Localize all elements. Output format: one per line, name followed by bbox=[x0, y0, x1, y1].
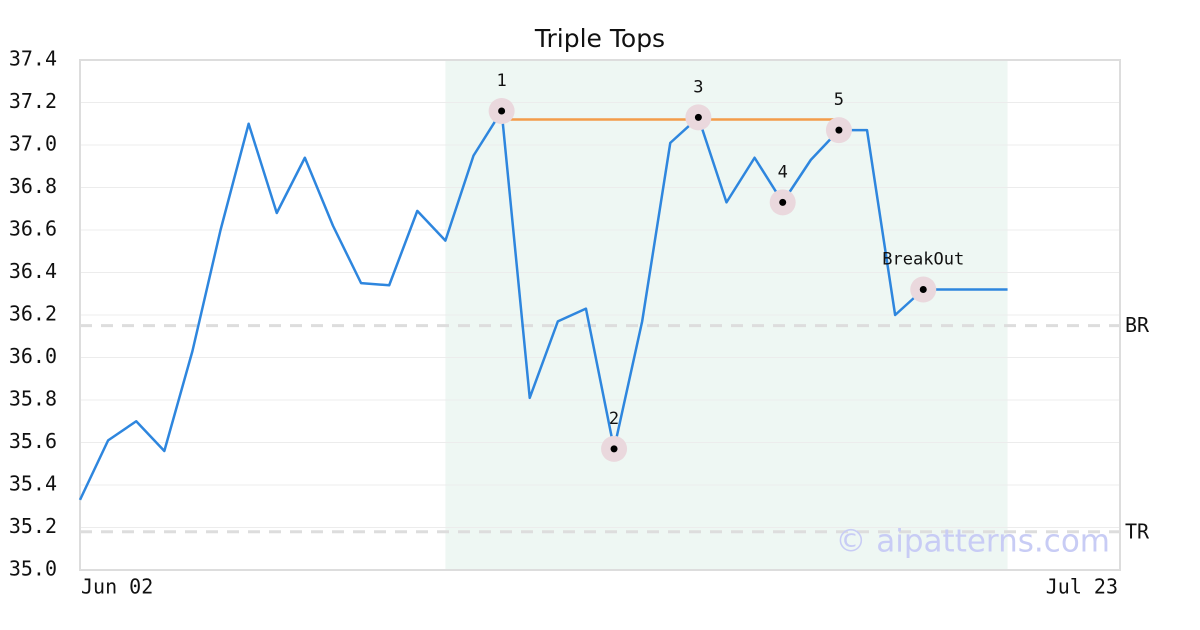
chart-title: Triple Tops bbox=[534, 24, 665, 53]
pattern-point bbox=[498, 107, 506, 115]
y-tick-label: 37.2 bbox=[9, 89, 57, 113]
x-tick-label: Jul 23 bbox=[1046, 575, 1118, 599]
pattern-point bbox=[919, 286, 927, 293]
y-tick-label: 35.6 bbox=[9, 429, 57, 453]
y-tick-label: 36.8 bbox=[9, 174, 57, 198]
reference-label: TR bbox=[1125, 519, 1150, 543]
pattern-point bbox=[610, 445, 618, 453]
pattern-point-label: BreakOut bbox=[882, 250, 964, 270]
pattern-point bbox=[779, 198, 787, 206]
y-tick-label: 36.2 bbox=[9, 302, 57, 326]
plot-frame bbox=[79, 59, 1121, 571]
pattern-point-label: 3 bbox=[693, 77, 703, 97]
pattern-point-label: 5 bbox=[834, 90, 844, 110]
y-tick-label: 35.4 bbox=[9, 472, 57, 496]
y-tick-label: 35.0 bbox=[9, 557, 57, 581]
pattern-point-label: 2 bbox=[609, 409, 619, 429]
x-tick-label: Jun 02 bbox=[81, 575, 153, 599]
pattern-point-label: 4 bbox=[778, 162, 788, 182]
price-line bbox=[78, 109, 1008, 501]
y-tick-label: 37.4 bbox=[9, 47, 57, 71]
reference-label: BR bbox=[1125, 313, 1150, 337]
y-tick-label: 36.4 bbox=[9, 259, 57, 283]
y-tick-label: 35.2 bbox=[9, 514, 57, 538]
y-tick-label: 36.0 bbox=[9, 344, 57, 368]
pattern-point-label: 1 bbox=[496, 71, 506, 91]
y-tick-label: 36.6 bbox=[9, 217, 57, 241]
watermark: © aipatterns.com bbox=[835, 524, 1110, 560]
y-tick-label: 35.8 bbox=[9, 387, 57, 411]
pattern-point bbox=[694, 113, 702, 121]
pattern-point bbox=[835, 126, 843, 134]
y-tick-label: 37.0 bbox=[9, 132, 57, 156]
